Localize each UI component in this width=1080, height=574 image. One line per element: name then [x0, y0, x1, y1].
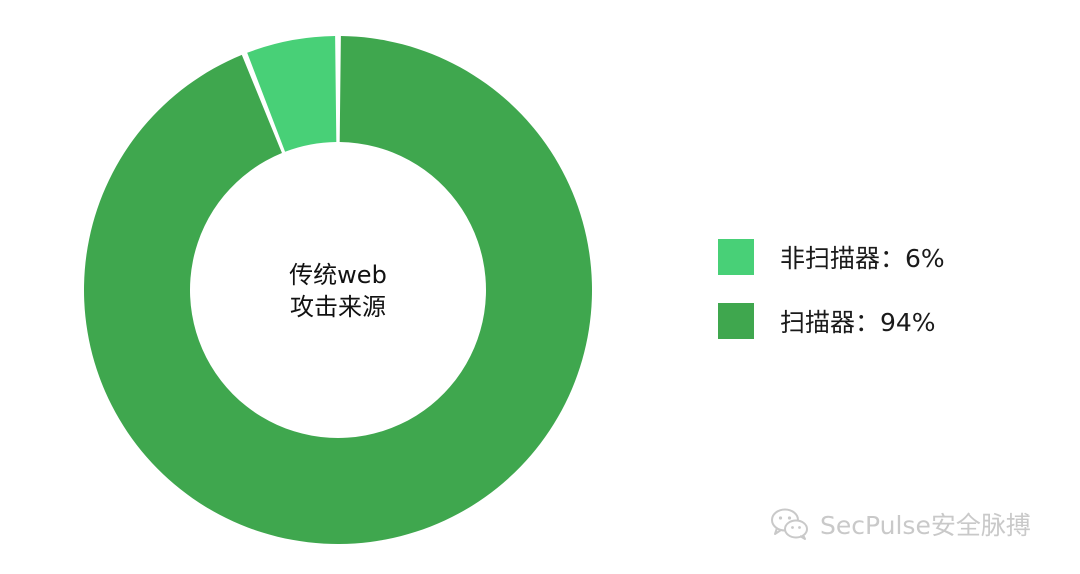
slice-non-scanner [247, 36, 337, 152]
watermark: SecPulse安全脉搏 [770, 506, 1031, 542]
slice-scanner [84, 36, 593, 544]
legend-label-non-scanner: 非扫描器：6% [780, 244, 945, 273]
legend-swatch-non-scanner [718, 239, 754, 275]
legend: 非扫描器：6% 扫描器：94% [718, 238, 945, 366]
watermark-text: SecPulse安全脉搏 [820, 511, 1031, 540]
legend-item-non-scanner: 非扫描器：6% [718, 238, 945, 276]
wechat-icon [771, 508, 808, 540]
legend-swatch-scanner [718, 303, 754, 339]
center-label-line-2: 攻击来源 [290, 293, 386, 321]
legend-item-scanner: 扫描器：94% [718, 302, 945, 340]
donut-slices [84, 36, 593, 544]
center-label-line-1: 传统web [289, 261, 387, 289]
legend-label-scanner: 扫描器：94% [780, 308, 936, 337]
